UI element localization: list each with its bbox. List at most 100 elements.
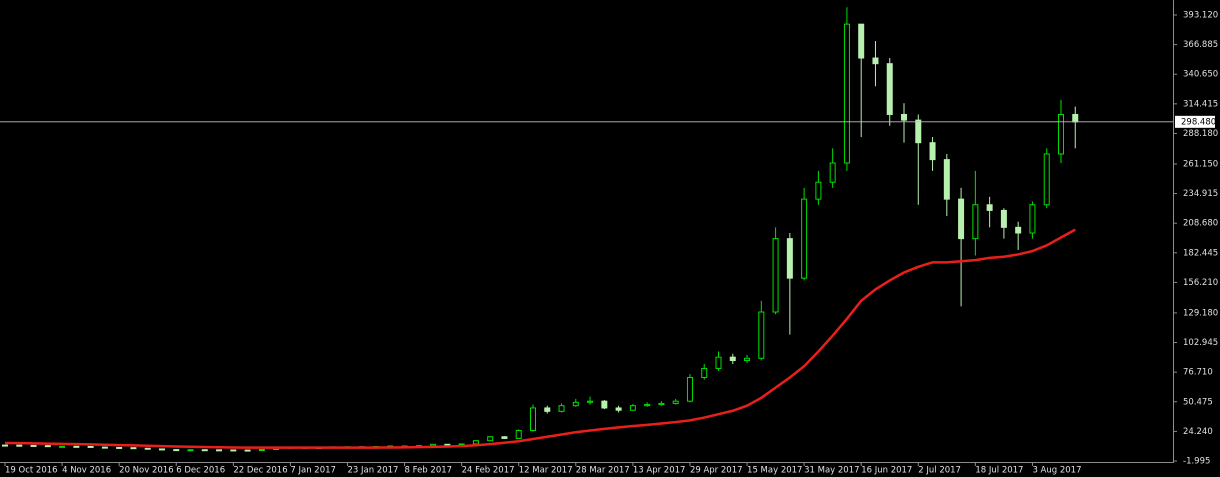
candle-body (729, 356, 736, 362)
x-tick-label: 18 Jul 2017 (975, 466, 1023, 476)
candle-body (1043, 153, 1050, 206)
y-tick-label: 50.475 (1183, 397, 1213, 407)
x-tick-label: 22 Dec 2016 (233, 466, 287, 476)
candle-body (16, 444, 23, 447)
candle-body (686, 376, 693, 402)
candle-body (44, 445, 51, 448)
candle-body (858, 23, 865, 59)
candle-body (815, 181, 822, 200)
candle-body (886, 63, 893, 115)
y-tick-label: 314.415 (1183, 99, 1218, 109)
candle-body (216, 449, 223, 452)
y-tick-label: 24.240 (1183, 427, 1213, 437)
candle-body (187, 449, 194, 452)
y-tick-label: 366.885 (1183, 40, 1218, 50)
x-tick-label: 2 Jul 2017 (918, 466, 961, 476)
x-tick-label: 13 Apr 2017 (633, 466, 686, 476)
candle-body (901, 113, 908, 121)
y-tick-label: 182.445 (1183, 248, 1218, 258)
y-tick-label: 234.915 (1183, 189, 1218, 199)
y-tick-label: 156.210 (1183, 278, 1218, 288)
y-tick-label: 393.120 (1183, 11, 1218, 21)
candle-body (59, 445, 66, 448)
y-tick-label: 208.680 (1183, 219, 1218, 229)
x-tick-label: 8 Feb 2017 (405, 466, 453, 476)
x-tick-label: 4 Nov 2016 (62, 466, 111, 476)
candle-body (915, 119, 922, 144)
candle-body (786, 238, 793, 279)
candle-body (544, 407, 551, 412)
y-tick-label: -1.995 (1183, 457, 1210, 467)
candle-body (244, 449, 251, 452)
candle-body (144, 447, 151, 450)
price-label-box (1175, 115, 1215, 128)
candle-body (986, 204, 993, 211)
candle-body (258, 448, 265, 451)
candle-body (230, 449, 237, 452)
candle-body (130, 447, 137, 450)
candle-body (501, 436, 508, 439)
y-tick-label: 288.180 (1183, 129, 1218, 139)
x-tick-label: 12 Mar 2017 (519, 466, 573, 476)
x-tick-label: 29 Apr 2017 (690, 466, 743, 476)
candle-body (558, 405, 565, 412)
candle-body (701, 367, 708, 378)
candle-body (201, 449, 208, 452)
x-tick-label: 16 Jun 2017 (861, 466, 912, 476)
candle-body (943, 159, 950, 200)
candle-body (101, 446, 108, 449)
x-tick-label: 28 Mar 2017 (576, 466, 630, 476)
x-tick-label: 19 Oct 2016 (5, 466, 58, 476)
candle-body (515, 430, 522, 439)
x-tick-label: 24 Feb 2017 (462, 466, 515, 476)
candle-body (158, 448, 165, 451)
candle-body (929, 142, 936, 161)
y-tick-label: 261.150 (1183, 159, 1218, 169)
y-tick-label: 76.710 (1183, 368, 1213, 378)
candle-body (972, 204, 979, 240)
candle-body (872, 57, 879, 65)
price-label: 298.480 (1181, 117, 1216, 127)
candle-body (487, 436, 494, 442)
candle-body (30, 444, 37, 447)
candle-body (715, 356, 722, 369)
candle-body (958, 198, 965, 240)
candle-body (73, 445, 80, 448)
candle-body (758, 311, 765, 359)
candle-body (2, 444, 8, 447)
x-tick-label: 15 May 2017 (747, 466, 802, 476)
x-tick-label: 20 Nov 2016 (119, 466, 173, 476)
candle-body (529, 407, 536, 432)
x-tick-label: 23 Jan 2017 (347, 466, 398, 476)
candle-body (672, 400, 679, 404)
candle-body (772, 238, 779, 313)
candle-body (615, 407, 622, 411)
candle-body (472, 440, 479, 445)
candle-body (629, 405, 636, 411)
candle-body (801, 198, 808, 279)
candle-body (829, 162, 836, 183)
candle-body (572, 401, 579, 407)
y-tick-label: 340.650 (1183, 70, 1218, 80)
candle-body (87, 445, 94, 448)
candle-body (587, 400, 594, 403)
x-tick-label: 3 Aug 2017 (1032, 466, 1081, 476)
x-tick-label: 31 May 2017 (804, 466, 859, 476)
candle-body (1029, 204, 1036, 234)
candle-body (1072, 113, 1079, 123)
candle-body (658, 402, 665, 406)
candle-body (116, 446, 123, 449)
candle-body (1057, 113, 1064, 155)
candle-body (644, 404, 651, 407)
candle-body (1015, 226, 1022, 234)
candle-body (173, 449, 180, 452)
y-tick-label: 129.180 (1183, 308, 1218, 318)
candle-body (430, 443, 437, 447)
candle-body (1000, 209, 1007, 228)
candle-body (744, 357, 751, 362)
moving-average (4, 228, 1076, 449)
candle-body (843, 23, 850, 164)
candle-body (601, 400, 608, 409)
